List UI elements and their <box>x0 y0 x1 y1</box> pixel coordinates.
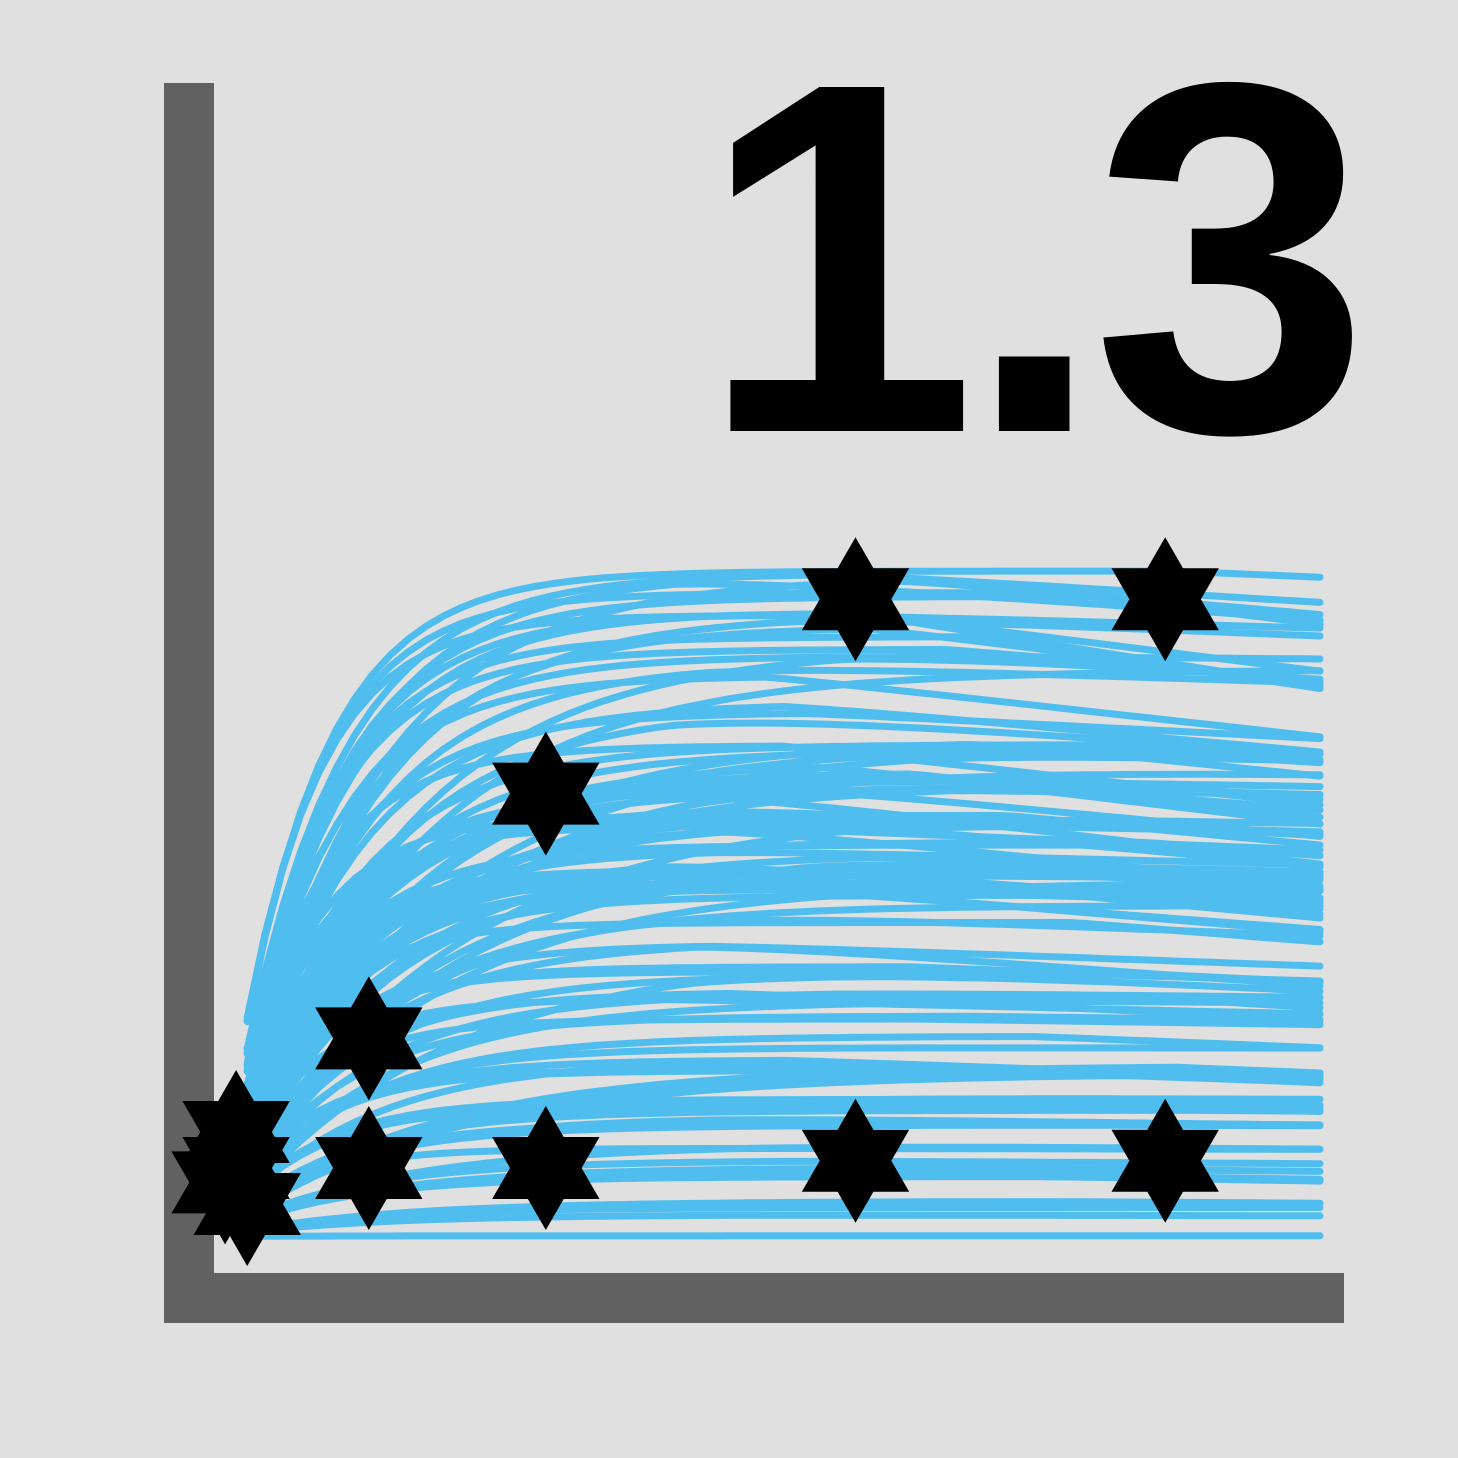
curve-line <box>243 777 1324 1133</box>
star-marker <box>801 537 910 662</box>
star-marker <box>315 976 423 1101</box>
x-axis <box>164 1273 1344 1323</box>
curve-line <box>243 666 1324 1103</box>
curve-line <box>243 970 1324 1179</box>
curve-line <box>243 916 1324 1172</box>
curve-line <box>243 625 1324 1094</box>
marker-group <box>171 537 1219 1266</box>
star-marker <box>1111 1098 1219 1223</box>
curve-line <box>243 885 1324 1135</box>
curve-line <box>243 863 1324 1166</box>
curve-line <box>243 746 1324 1153</box>
curve-line <box>243 610 1324 1056</box>
curve-line <box>243 702 1324 1103</box>
curve-line <box>243 709 1324 1089</box>
curve-line <box>243 942 1324 1156</box>
curve-line <box>243 1211 1324 1236</box>
version-label: 1.3 <box>698 0 1370 537</box>
star-marker <box>492 731 600 856</box>
curve-line <box>243 1063 1324 1214</box>
star-marker <box>492 1106 600 1230</box>
curve-line <box>243 1121 1324 1213</box>
star-marker <box>315 1106 423 1230</box>
curve-line <box>243 1095 1324 1198</box>
star-marker <box>182 1070 290 1194</box>
curve-line <box>243 719 1324 1125</box>
curve-line <box>243 652 1324 1075</box>
curve-line <box>243 1044 1324 1190</box>
curve-line <box>243 770 1324 1127</box>
star-marker <box>801 1098 910 1223</box>
curve-line <box>243 1204 1324 1234</box>
curve-line <box>243 1012 1324 1182</box>
curve-line <box>243 1232 1324 1240</box>
star-marker <box>1111 537 1219 662</box>
curve-line <box>243 1067 1324 1187</box>
curve-line <box>243 869 1324 1174</box>
curve-line <box>243 646 1324 1058</box>
